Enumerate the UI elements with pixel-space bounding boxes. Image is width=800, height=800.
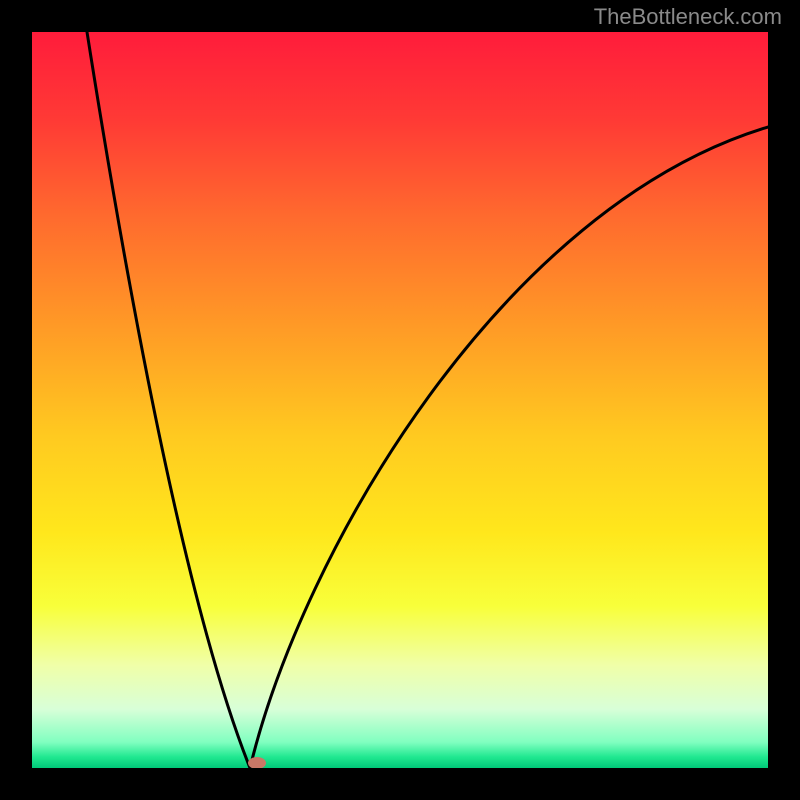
- optimum-marker: [248, 757, 266, 768]
- chart-stage: TheBottleneck.com: [0, 0, 800, 800]
- bottleneck-curve: [32, 32, 768, 768]
- watermark-text: TheBottleneck.com: [594, 4, 782, 30]
- plot-area: [32, 32, 768, 768]
- bottleneck-curve-path: [87, 32, 768, 768]
